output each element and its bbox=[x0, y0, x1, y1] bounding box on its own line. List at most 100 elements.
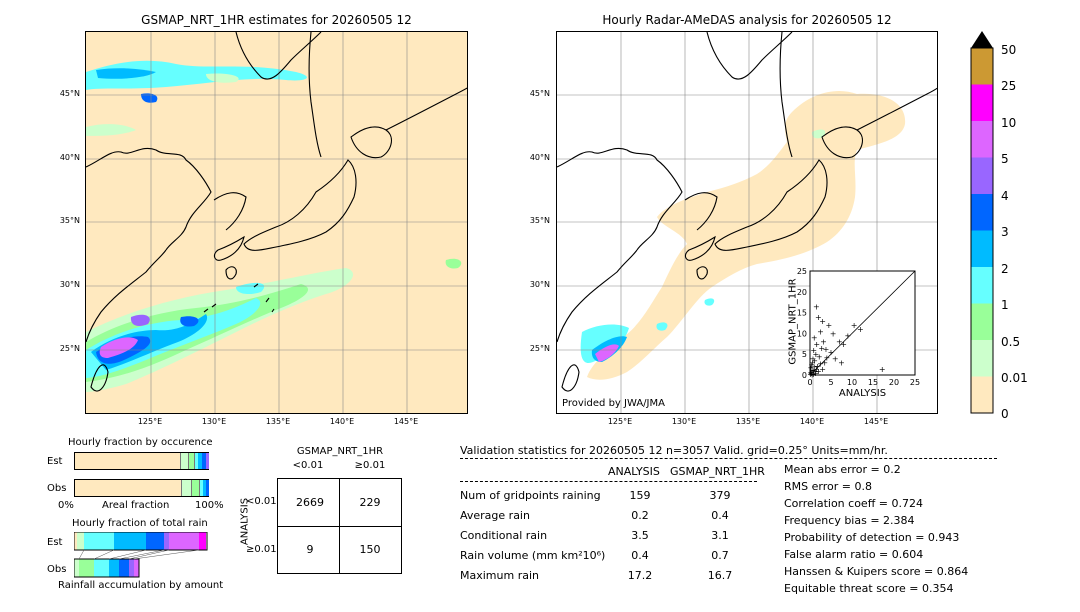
scatter-point: + bbox=[814, 362, 821, 371]
colorbar-label: 0.5 bbox=[1001, 335, 1021, 349]
scatter-points: +++++++++++++++ ++++ +++++++++++ ++++ ++++++… bbox=[807, 302, 886, 379]
scatter-point: + bbox=[809, 359, 816, 368]
validation-row-label: Num of gridpoints raining bbox=[460, 489, 601, 502]
colorbar-segment bbox=[971, 194, 993, 231]
scatter-point: + bbox=[879, 365, 886, 374]
scatter-point: + bbox=[830, 329, 837, 338]
colorbar-segment bbox=[971, 121, 993, 158]
scatter-plot: +++++++++++++++ ++++ +++++++++++ ++++ ++++++… bbox=[797, 267, 920, 387]
scatter-point: + bbox=[819, 317, 826, 326]
scatter-point: + bbox=[810, 370, 817, 379]
lon-label: 145°E bbox=[393, 417, 419, 426]
lat-label: 45°N bbox=[529, 89, 550, 98]
colorbar-frame bbox=[970, 47, 994, 414]
validation-row-label: Maximum rain bbox=[460, 569, 539, 582]
validation-analysis-value: 0.4 bbox=[631, 549, 649, 562]
validation-row-label: Rain volume (mm km²10⁶) bbox=[460, 549, 606, 562]
y-tick-label: 15 bbox=[797, 309, 807, 318]
colorbar-label: 1 bbox=[1001, 298, 1009, 312]
x-tick-label: 20 bbox=[889, 378, 899, 387]
lat-label: 40°N bbox=[529, 153, 550, 162]
scatter-point: + bbox=[810, 346, 817, 355]
colorbar-segment bbox=[971, 230, 993, 267]
scatter-point: + bbox=[857, 325, 864, 334]
contingency-cell: 150 bbox=[359, 543, 381, 556]
colorbar-segment bbox=[971, 376, 993, 413]
scatter-point: + bbox=[821, 359, 828, 368]
lat-label: 30°N bbox=[529, 280, 550, 289]
occurrence-est-label: Est bbox=[47, 456, 63, 467]
right-map-canvas bbox=[557, 32, 937, 413]
total-rain-canvas bbox=[73, 531, 208, 578]
scatter-point: + bbox=[815, 367, 822, 376]
scatter-point: + bbox=[816, 352, 823, 361]
scatter-xlabel: ANALYSIS bbox=[838, 388, 887, 399]
scatter-point: + bbox=[851, 321, 858, 330]
occurrence-obs-label: Obs bbox=[47, 483, 67, 494]
total-rain-obs-label: Obs bbox=[47, 564, 67, 575]
validation-col-gsmap: GSMAP_NRT_1HR bbox=[670, 465, 765, 478]
colorbar-segment bbox=[971, 303, 993, 340]
lat-label: 35°N bbox=[59, 216, 80, 225]
y-tick-label: 0 bbox=[802, 371, 807, 380]
total-rain-est-label: Est bbox=[47, 537, 63, 548]
contingency-row-ge: ≥0.01 bbox=[246, 544, 277, 555]
scatter-point: + bbox=[826, 321, 833, 330]
validation-subdivider bbox=[460, 481, 757, 482]
scatter-point: + bbox=[813, 350, 820, 359]
scatter-point: + bbox=[838, 359, 845, 368]
data-credit: Provided by JWA/JMA bbox=[562, 398, 665, 409]
contingency-col-lt: <0.01 bbox=[292, 460, 324, 471]
colorbar-segment bbox=[971, 340, 993, 377]
colorbar-label: 10 bbox=[1001, 116, 1017, 130]
y-tick-label: 5 bbox=[802, 350, 807, 359]
colorbar-label: 0 bbox=[1001, 407, 1009, 421]
colorbar-segment bbox=[971, 157, 993, 194]
occurrence-xmax: 100% bbox=[195, 500, 224, 511]
scatter-point: + bbox=[813, 302, 820, 311]
validation-row-label: Average rain bbox=[460, 509, 530, 522]
validation-analysis-value: 159 bbox=[629, 489, 651, 502]
scatter-point: + bbox=[810, 366, 817, 375]
y-tick-label: 20 bbox=[797, 288, 807, 297]
scatter-point: + bbox=[809, 371, 816, 380]
colorbar-segment bbox=[971, 267, 993, 304]
scatter-inset: + + + + + + + + + + + + + + + + + + + + + + + + + + + + + + + + + + + + + + + +… bbox=[780, 267, 925, 403]
lat-label: 45°N bbox=[59, 89, 80, 98]
colorbar-canvas bbox=[970, 31, 994, 414]
validation-divider bbox=[460, 458, 997, 459]
y-tick-label: 10 bbox=[797, 329, 807, 338]
occurrence-obs-bar bbox=[74, 479, 209, 497]
colorbar-label: 50 bbox=[1001, 43, 1017, 57]
validation-header: Validation statistics for 20260505 12 n=… bbox=[460, 444, 888, 457]
scatter-point: + bbox=[818, 344, 825, 353]
contingency-col-ge: ≥0.01 bbox=[354, 460, 386, 471]
lat-label: 25°N bbox=[59, 344, 80, 353]
score-line: RMS error = 0.8 bbox=[784, 480, 872, 493]
score-line: Equitable threat score = 0.354 bbox=[784, 582, 954, 595]
scatter-point: + bbox=[823, 345, 830, 354]
validation-gsmap-value: 0.4 bbox=[711, 509, 729, 522]
validation-row-label: Conditional rain bbox=[460, 529, 548, 542]
lon-label: 125°E bbox=[607, 417, 633, 426]
colorbar-label: 3 bbox=[1001, 225, 1009, 239]
scatter-point: + bbox=[828, 348, 835, 357]
scatter-point: + bbox=[813, 340, 820, 349]
total-rain-bars bbox=[73, 531, 209, 578]
contingency-col-title: GSMAP_NRT_1HR bbox=[296, 446, 384, 457]
total-rain-xlabel: Rainfall accumulation by amount bbox=[58, 580, 224, 591]
score-line: Probability of detection = 0.943 bbox=[784, 531, 960, 544]
scatter-point: + bbox=[823, 354, 830, 363]
score-line: False alarm ratio = 0.604 bbox=[784, 548, 924, 561]
scatter-point: + bbox=[844, 331, 851, 340]
colorbar-segment bbox=[971, 48, 993, 85]
validation-gsmap-value: 0.7 bbox=[711, 549, 729, 562]
colorbar bbox=[970, 30, 996, 415]
lon-label: 130°E bbox=[671, 417, 697, 426]
scatter-point: + bbox=[819, 365, 826, 374]
scatter-point: + bbox=[811, 356, 818, 365]
x-tick-label: 10 bbox=[847, 378, 857, 387]
score-line: Correlation coeff = 0.724 bbox=[784, 497, 923, 510]
scatter-point: + bbox=[817, 359, 824, 368]
scatter-point: + bbox=[808, 369, 815, 378]
